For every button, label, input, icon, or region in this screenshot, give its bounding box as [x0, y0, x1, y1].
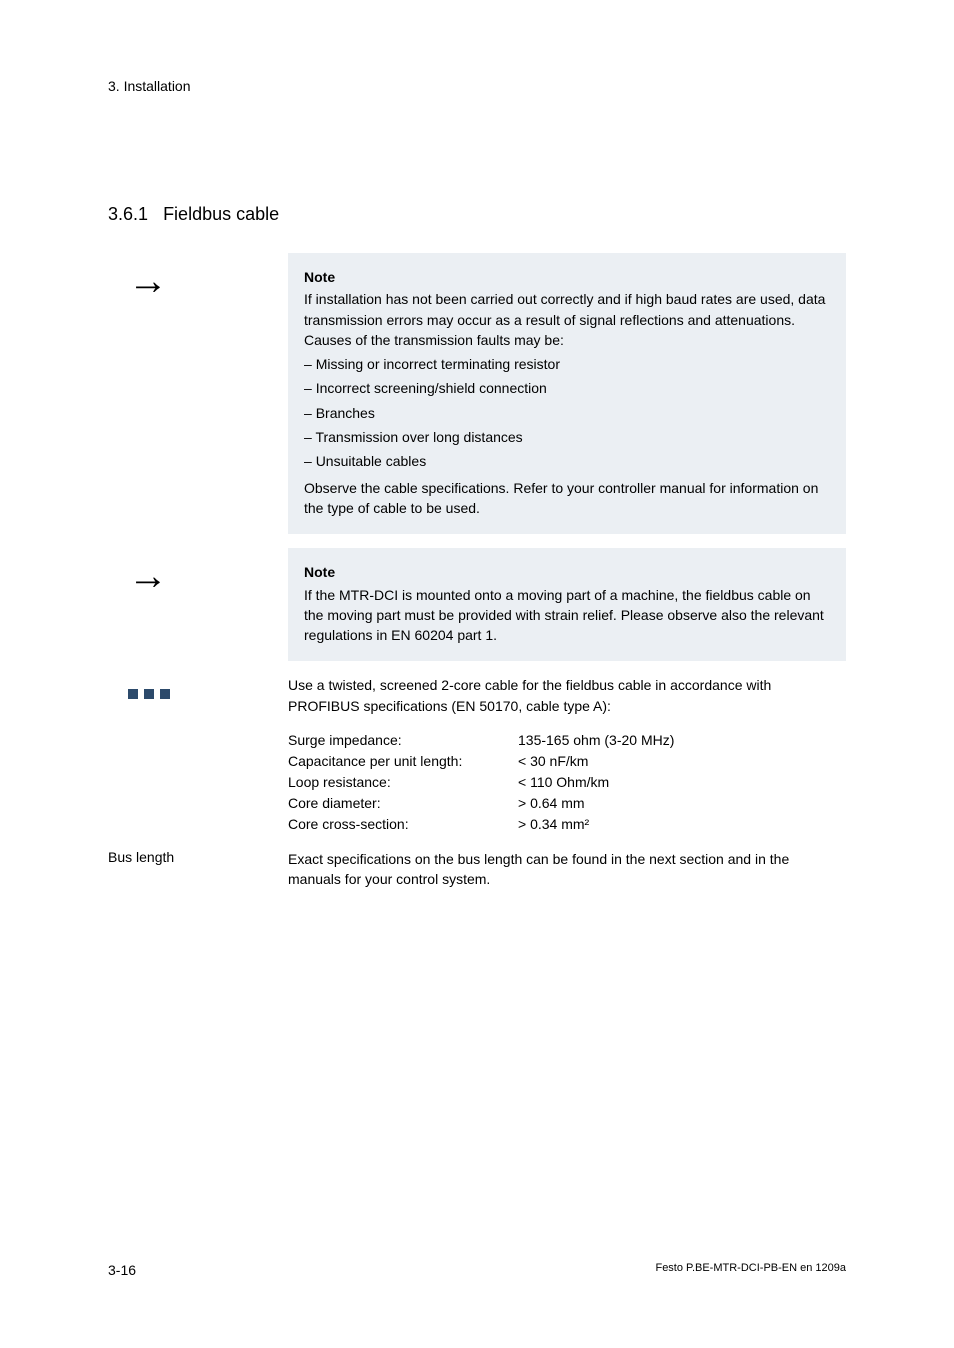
- page-number: 3-16: [108, 1262, 136, 1278]
- note-list-item: Unsuitable cables: [304, 451, 830, 471]
- chapter-header: 3. Installation: [108, 78, 846, 94]
- note-title: Note: [304, 267, 830, 287]
- section-title: 3.6.1 Fieldbus cable: [108, 204, 846, 225]
- note-title: Note: [304, 562, 830, 582]
- bus-length-text: Exact specifications on the bus length c…: [288, 849, 846, 890]
- spec-table: Surge impedance: 135-165 ohm (3-20 MHz) …: [288, 730, 846, 835]
- section-number: 3.6.1: [108, 204, 148, 224]
- section-name: Fieldbus cable: [163, 204, 279, 224]
- dots-icon-col: [108, 675, 288, 835]
- spec-label: Core cross-section:: [288, 814, 518, 835]
- note-intro: If installation has not been carried out…: [304, 289, 830, 350]
- note-icon-col: →: [108, 253, 288, 534]
- bus-length-label: Bus length: [108, 849, 288, 890]
- spec-row: Core diameter: > 0.64 mm: [288, 793, 846, 814]
- spec-row: Loop resistance: < 110 Ohm/km: [288, 772, 846, 793]
- note-list-item: Transmission over long distances: [304, 427, 830, 447]
- note-list-item: Incorrect screening/shield connection: [304, 378, 830, 398]
- arrow-right-icon: →: [128, 556, 288, 596]
- spec-value: < 30 nF/km: [518, 751, 846, 772]
- spec-row: Capacitance per unit length: < 30 nF/km: [288, 751, 846, 772]
- spec-row: Surge impedance: 135-165 ohm (3-20 MHz): [288, 730, 846, 751]
- note-box-2: Note If the MTR-DCI is mounted onto a mo…: [288, 548, 846, 661]
- note-box-1: Note If installation has not been carrie…: [288, 253, 846, 534]
- three-dots-icon: [128, 689, 288, 699]
- note-icon-col: →: [108, 548, 288, 661]
- spec-row: Core cross-section: > 0.34 mm²: [288, 814, 846, 835]
- spec-label: Capacitance per unit length:: [288, 751, 518, 772]
- note-list-item: Missing or incorrect terminating resisto…: [304, 354, 830, 374]
- spec-value: > 0.34 mm²: [518, 814, 846, 835]
- page-footer: 3-16 Festo P.BE-MTR-DCI-PB-EN en 1209a: [108, 1262, 846, 1278]
- arrow-right-icon: →: [128, 261, 288, 301]
- note-block-2: → Note If the MTR-DCI is mounted onto a …: [108, 548, 846, 661]
- cable-text-row: Use a twisted, screened 2-core cable for…: [108, 675, 846, 835]
- doc-id: Festo P.BE-MTR-DCI-PB-EN en 1209a: [655, 1262, 846, 1278]
- spec-value: 135-165 ohm (3-20 MHz): [518, 730, 846, 751]
- spec-value: < 110 Ohm/km: [518, 772, 846, 793]
- spec-label: Surge impedance:: [288, 730, 518, 751]
- cable-description: Use a twisted, screened 2-core cable for…: [288, 675, 846, 716]
- note-body: If the MTR-DCI is mounted onto a moving …: [304, 585, 830, 646]
- spec-label: Core diameter:: [288, 793, 518, 814]
- note-list: Missing or incorrect terminating resisto…: [304, 354, 830, 471]
- note-list-item: Branches: [304, 403, 830, 423]
- spec-value: > 0.64 mm: [518, 793, 846, 814]
- bus-length-row: Bus length Exact specifications on the b…: [108, 849, 846, 890]
- note-outro: Observe the cable specifications. Refer …: [304, 478, 830, 519]
- note-block-1: → Note If installation has not been carr…: [108, 253, 846, 534]
- spec-label: Loop resistance:: [288, 772, 518, 793]
